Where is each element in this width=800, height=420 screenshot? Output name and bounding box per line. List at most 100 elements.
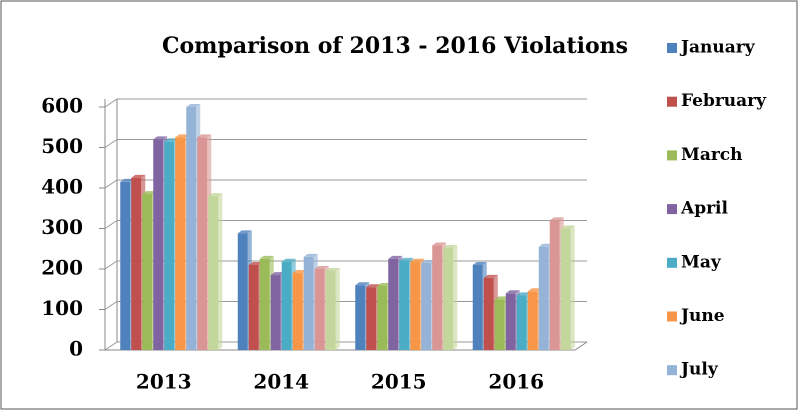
bar (443, 244, 458, 350)
x-tick-label: 2013 (136, 370, 192, 394)
bar-face (208, 193, 223, 197)
bar (208, 193, 223, 350)
bar-face (259, 255, 274, 259)
legend-swatch (667, 96, 677, 107)
bar-face (494, 299, 505, 350)
bar-face (432, 242, 447, 246)
bar-face (560, 225, 575, 229)
legend-label: January (679, 38, 756, 58)
legend-label: May (681, 252, 722, 272)
y-tick-label: 100 (41, 296, 83, 320)
grid-line (104, 179, 587, 189)
bar-face (527, 288, 542, 292)
bar-face (153, 139, 164, 350)
bar-face (560, 228, 571, 350)
bar-face (472, 261, 487, 265)
bar-face (494, 296, 509, 300)
bar-face (175, 134, 190, 138)
bar-face (248, 261, 263, 265)
bar-face (355, 285, 366, 350)
bar-face (483, 277, 494, 350)
legend-label: March (681, 145, 743, 165)
bar-face (527, 291, 538, 350)
y-tick-label: 300 (41, 215, 83, 239)
bar-face (164, 141, 175, 350)
bar-face (443, 244, 458, 248)
bar-face (549, 217, 564, 221)
bar-face (516, 292, 531, 296)
bar-face (410, 258, 425, 262)
bar-face (388, 255, 403, 259)
legend-label: July (679, 360, 719, 380)
bar-face (355, 282, 370, 286)
bar-face (325, 268, 340, 272)
bar-face (399, 260, 410, 350)
bar-face (549, 220, 560, 350)
bar-face (197, 137, 208, 350)
grid-line (104, 98, 587, 108)
bar-face (281, 258, 296, 262)
y-tick-label: 500 (41, 134, 83, 158)
grid-line (104, 139, 587, 148)
bar-face (259, 258, 270, 350)
x-tick-label: 2015 (371, 370, 427, 394)
bar-face (453, 244, 458, 350)
bar-face (335, 268, 340, 350)
bar-face (483, 274, 498, 278)
bar-face (186, 104, 201, 107)
bar (560, 225, 575, 350)
legend-swatch (667, 257, 677, 268)
bar-face (325, 271, 336, 350)
bar-face (208, 196, 219, 350)
bar-face (237, 230, 252, 234)
bar-face (292, 273, 303, 350)
bar-face (303, 256, 314, 350)
x-tick-label: 2014 (253, 370, 309, 394)
grid-line (104, 220, 587, 229)
bar-face (164, 138, 179, 142)
bar-face (131, 177, 142, 350)
bar-face (366, 287, 377, 350)
bar-face (388, 258, 399, 350)
bar-face (270, 275, 281, 350)
bar-face (516, 295, 527, 350)
x-tick-label: 2016 (488, 370, 544, 394)
bar-face (538, 243, 553, 247)
bar-face (421, 262, 432, 350)
y-tick-label: 0 (69, 337, 83, 361)
legend-label: June (679, 306, 725, 326)
y-tick-label: 600 (41, 94, 83, 118)
bar-face (120, 181, 131, 350)
bar-face (366, 284, 381, 288)
bar-face (218, 193, 223, 350)
bar-face (505, 293, 516, 350)
bar-face (197, 134, 212, 138)
bar-face (142, 191, 157, 195)
bar-face (153, 136, 168, 140)
legend-swatch (667, 311, 677, 322)
legend-swatch (667, 43, 677, 53)
bar-face (270, 272, 285, 276)
legend-swatch (667, 204, 677, 215)
bar-face (314, 266, 329, 269)
bar-face (377, 286, 388, 350)
bar-face (314, 269, 325, 350)
bar-face (505, 290, 520, 294)
legend-label: April (680, 199, 728, 219)
bar-face (303, 253, 318, 257)
bar-face (538, 246, 549, 350)
legend-label: February (681, 91, 767, 111)
bar-face (377, 283, 392, 287)
bar-face (292, 270, 307, 274)
bar-face (237, 233, 248, 350)
bar-face (142, 194, 153, 350)
bar-face (410, 261, 421, 350)
bar-face (432, 245, 443, 350)
bar-face (248, 264, 259, 350)
bar-face (120, 178, 135, 182)
bar-face (281, 261, 292, 350)
bar-face (570, 225, 575, 350)
bar-face (399, 257, 414, 261)
bar-face (421, 259, 436, 263)
